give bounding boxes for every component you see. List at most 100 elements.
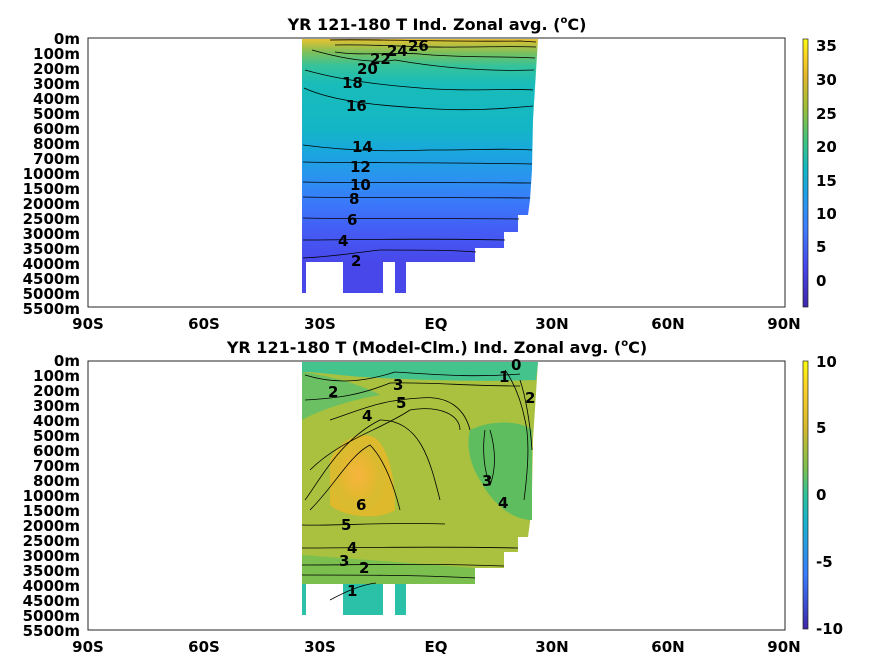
lower-y-tick: 2000m [23,517,80,535]
upper-title: YR 121-180 T Ind. Zonal avg. (oC) [287,15,587,34]
lower-data-patch [343,584,383,615]
lower-colorbar [802,360,809,630]
lower-contour-labels: 0 1 2 3 5 4 2 3 6 4 5 4 3 2 1 [328,356,535,600]
lower-data-patch [302,584,306,615]
svg-text:0: 0 [511,356,521,374]
lower-y-tick: 0m [54,352,80,370]
lower-y-tick: 1500m [23,502,80,520]
svg-text:4: 4 [498,494,508,512]
lower-y-tick: 4000m [23,577,80,595]
svg-text:14: 14 [352,138,373,156]
svg-text:1: 1 [499,368,509,386]
lower-x-tick: 30N [535,638,568,656]
upper-data-patch [302,262,306,293]
lower-colorbar-tick: -5 [816,553,833,571]
lower-y-tick: 5500m [23,622,80,640]
upper-colorbar-tick: 20 [816,138,837,156]
svg-text:6: 6 [356,496,366,514]
svg-text:4: 4 [362,407,372,425]
upper-y-tick: 5000m [23,285,80,303]
svg-text:4: 4 [338,232,348,250]
upper-data-patch [395,262,406,293]
lower-x-tick: 90S [72,638,104,656]
svg-text:16: 16 [346,97,367,115]
svg-text:5: 5 [396,394,406,412]
lower-data-region [302,362,538,381]
lower-colorbar-tick: 10 [816,353,837,371]
upper-contour-labels: 26 24 22 20 18 16 14 12 10 8 6 4 2 [338,37,429,270]
upper-y-tick: 100m [33,45,80,63]
upper-y-axis: 0m 100m 200m 300m 400m 500m 600m 700m 80… [23,30,80,318]
upper-colorbar-ticks: 35 30 25 20 15 10 5 0 [816,37,837,290]
lower-x-tick: 90N [767,638,800,656]
upper-y-tick: 700m [33,150,80,168]
svg-text:2: 2 [359,559,369,577]
upper-y-tick: 500m [33,105,80,123]
svg-text:2: 2 [351,252,361,270]
svg-text:3: 3 [482,472,492,490]
upper-y-tick: 3500m [23,240,80,258]
lower-title: YR 121-180 T (Model-Clm.) Ind. Zonal avg… [226,338,647,357]
panel-lower: YR 121-180 T (Model-Clm.) Ind. Zonal avg… [23,338,844,656]
lower-colorbar-tick: 0 [816,486,826,504]
svg-text:3: 3 [339,552,349,570]
upper-y-tick: 4000m [23,255,80,273]
upper-x-tick: EQ [425,315,448,333]
lower-x-axis: 90S 60S 30S EQ 30N 60N 90N [72,638,801,656]
svg-text:12: 12 [350,158,371,176]
upper-x-tick: 90S [72,315,104,333]
upper-y-tick: 5500m [23,300,80,318]
upper-x-axis: 90S 60S 30S EQ 30N 60N 90N [72,315,801,333]
lower-data-field [302,362,538,584]
lower-y-tick: 700m [33,457,80,475]
upper-x-tick: 60N [651,315,684,333]
lower-data-region [302,372,380,420]
svg-text:4: 4 [347,539,357,557]
svg-text:6: 6 [347,211,357,229]
upper-colorbar-tick: 25 [816,105,837,123]
upper-x-tick: 90N [767,315,800,333]
lower-contour-lines [301,369,533,601]
svg-text:2: 2 [328,383,338,401]
lower-x-tick: 60N [651,638,684,656]
svg-text:2: 2 [525,389,535,407]
lower-y-tick: 3500m [23,562,80,580]
upper-data-patch [343,262,383,293]
upper-y-tick: 2000m [23,195,80,213]
upper-colorbar-tick: 0 [816,272,826,290]
svg-text:8: 8 [349,190,359,208]
lower-y-tick: 300m [33,397,80,415]
svg-text:22: 22 [370,50,391,68]
upper-x-tick: 30N [535,315,568,333]
upper-y-tick: 600m [33,120,80,138]
upper-y-tick: 3000m [23,225,80,243]
lower-y-tick: 400m [33,412,80,430]
lower-colorbar-tick: 5 [816,419,826,437]
upper-x-tick: 30S [304,315,336,333]
lower-colorbar-ticks: 10 5 0 -5 -10 [816,353,843,638]
svg-text:1: 1 [347,582,357,600]
svg-text:20: 20 [357,60,378,78]
upper-colorbar [802,38,809,308]
lower-data-hotspot [328,435,388,515]
lower-y-tick: 800m [33,472,80,490]
lower-y-tick: 4500m [23,592,80,610]
lower-data-region [468,422,532,520]
upper-x-tick: 60S [188,315,220,333]
upper-colorbar-tick: 30 [816,71,837,89]
lower-y-tick: 5000m [23,607,80,625]
upper-y-tick: 2500m [23,210,80,228]
lower-x-tick: 60S [188,638,220,656]
lower-y-tick: 3000m [23,547,80,565]
upper-colorbar-tick: 5 [816,238,826,256]
svg-text:18: 18 [342,74,363,92]
lower-y-tick: 100m [33,367,80,385]
lower-data-region [302,555,475,584]
svg-text:5: 5 [341,516,351,534]
upper-y-tick: 300m [33,75,80,93]
upper-colorbar-tick: 35 [816,37,837,55]
upper-y-tick: 4500m [23,270,80,288]
upper-colorbar-tick: 10 [816,205,837,223]
lower-y-tick: 2500m [23,532,80,550]
